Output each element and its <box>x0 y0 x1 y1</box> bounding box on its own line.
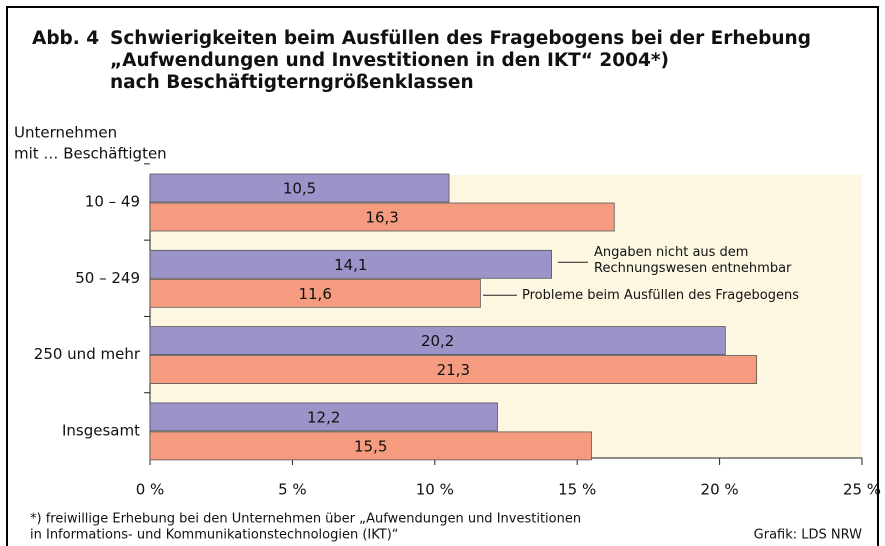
chart-title: „Aufwendungen und Investitionen in den I… <box>110 50 669 71</box>
value-label: 20,2 <box>421 332 454 350</box>
value-label: 15,5 <box>354 437 387 455</box>
value-label: 14,1 <box>334 256 367 274</box>
chart-title: Schwierigkeiten beim Ausfüllen des Frage… <box>110 28 811 49</box>
x-tick-label: 5 % <box>278 481 307 499</box>
bar <box>149 249 552 279</box>
y-tick-label: 10 – 49 <box>85 193 140 211</box>
bar <box>149 202 615 232</box>
bar <box>149 278 481 308</box>
title-number: Abb. 4 <box>32 28 99 49</box>
legend-label: Probleme beim Ausfüllen des Fragebogens <box>522 288 799 303</box>
bar <box>149 355 758 385</box>
x-tick-label: 10 % <box>416 481 454 499</box>
bar <box>149 402 498 432</box>
y-axis-label: Unternehmen <box>14 124 117 142</box>
x-tick-label: 0 % <box>136 481 165 499</box>
y-tick-label: 250 und mehr <box>34 345 141 363</box>
footnote: *) freiwillige Erhebung bei den Unterneh… <box>30 512 581 527</box>
x-tick-label: 20 % <box>701 481 739 499</box>
y-tick-label: 50 – 249 <box>75 269 140 287</box>
footnote: in Informations- und Kommunikationstechn… <box>30 528 399 543</box>
value-label: 11,6 <box>298 285 331 303</box>
frame <box>6 6 879 546</box>
legend-label: Angaben nicht aus dem Rechnungswesen ent… <box>594 245 792 277</box>
legend-label-box: Angaben nicht aus dem Rechnungswesen ent… <box>594 245 792 277</box>
value-label: 12,2 <box>307 408 340 426</box>
value-label: 21,3 <box>437 361 470 379</box>
bar <box>149 326 726 356</box>
value-label: 16,3 <box>365 209 398 227</box>
value-label: 10,5 <box>283 180 316 198</box>
bar <box>149 173 450 203</box>
x-tick-label: 25 % <box>843 481 881 499</box>
y-tick-label: Insgesamt <box>62 421 140 439</box>
y-axis-label: mit … Beschäftigten <box>14 145 167 163</box>
source: Grafik: LDS NRW <box>754 528 862 543</box>
chart-title: nach Beschäftigterngrößenklassen <box>110 72 474 93</box>
x-tick-label: 15 % <box>558 481 596 499</box>
bar <box>149 431 592 461</box>
